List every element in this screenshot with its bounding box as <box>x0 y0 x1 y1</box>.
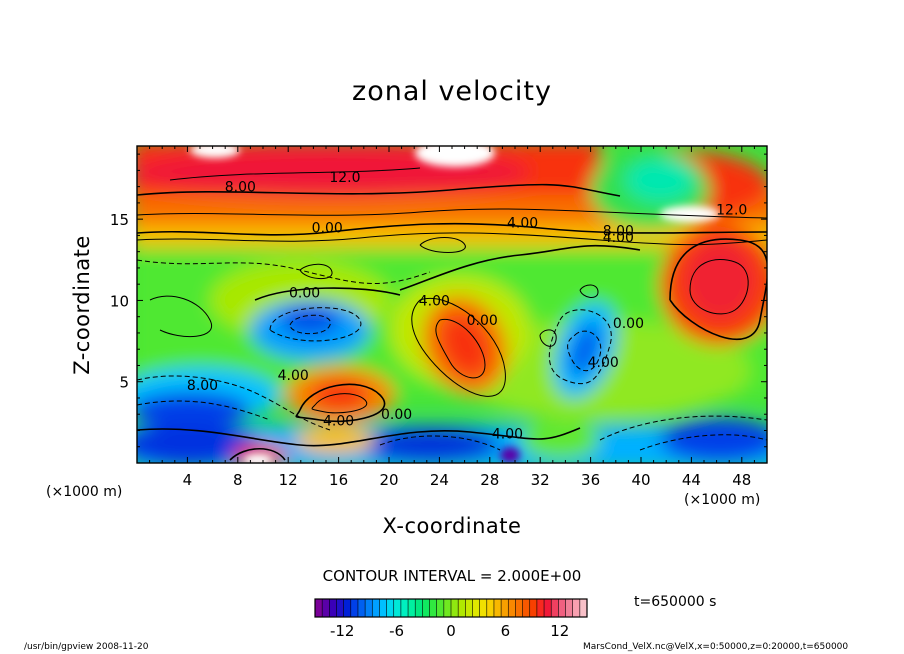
x-tick-label: 12 <box>279 471 298 489</box>
contour-label: 0.00 <box>381 407 412 423</box>
colorbar-swatch <box>365 599 373 617</box>
colorbar-tick-label: 0 <box>446 622 456 640</box>
colorbar-swatch <box>443 599 452 617</box>
colorbar-swatch <box>357 599 366 617</box>
contour-label: 8.00 <box>225 180 256 196</box>
x-tick-label: 4 <box>183 471 193 489</box>
colorbar-swatch <box>436 599 445 617</box>
colorbar-frame <box>314 598 588 618</box>
colorbar-swatch <box>501 599 509 617</box>
colorbar-swatch <box>486 599 495 617</box>
colorbar-swatch <box>393 599 402 617</box>
colorbar-swatch <box>415 599 423 617</box>
colorbar-swatch <box>422 599 430 617</box>
contour-label: 8.00 <box>603 224 634 240</box>
x-tick-label: 32 <box>531 471 550 489</box>
colorbar-swatch <box>551 599 559 617</box>
x-tick-label: 24 <box>430 471 449 489</box>
contour-label: 4.00 <box>278 368 309 384</box>
x-tick-label: 44 <box>682 471 701 489</box>
velocity-field <box>137 146 767 463</box>
colorbar-tick-label: -6 <box>389 622 404 640</box>
colorbar-tick-label: -12 <box>330 622 355 640</box>
x-unit-right: (×1000 m) <box>684 492 761 508</box>
y-tick-label: 10 <box>110 292 129 310</box>
x-ticks: 4 8 12 16 20 24 28 32 36 40 44 48 <box>149 146 755 489</box>
x-tick-label: 28 <box>480 471 499 489</box>
colorbar-swatch <box>315 599 323 617</box>
x-axis-label: X-coordinate <box>382 514 522 538</box>
contour-label: 12.0 <box>716 202 747 218</box>
x-unit-left: (×1000 m) <box>46 484 123 500</box>
contour-label: 12.0 <box>329 170 360 186</box>
colorbar-swatch <box>572 599 581 617</box>
y-tick-label: 15 <box>110 211 129 229</box>
contour-label: 4.00 <box>507 215 538 231</box>
colorbar: -12 -6 0 6 12 <box>314 598 588 640</box>
colorbar-swatch <box>558 599 566 617</box>
chart-title: zonal velocity <box>352 76 552 107</box>
colorbar-swatch <box>429 599 437 617</box>
footer-left: /usr/bin/gpview 2008-11-20 <box>24 642 149 652</box>
colorbar-swatch <box>529 599 538 617</box>
contour-interval: CONTOUR INTERVAL = 2.000E+00 <box>322 567 582 585</box>
colorbar-swatch <box>322 599 330 617</box>
colorbar-swatch <box>451 599 459 617</box>
colorbar-swatch <box>386 599 395 617</box>
colorbar-swatch <box>579 599 588 617</box>
contour-label: 4.00 <box>588 355 619 371</box>
colorbar-swatch <box>544 599 552 617</box>
contour-lines <box>137 167 767 461</box>
colorbar-swatch <box>336 599 344 617</box>
colorbar-swatch <box>565 599 573 617</box>
colorbar-swatch <box>515 599 523 617</box>
colorbar-swatch <box>472 599 480 617</box>
contour-label: 4.00 <box>323 414 354 430</box>
contour-label: 0.00 <box>467 313 498 329</box>
colorbar-swatch <box>522 599 531 617</box>
y-ticks: 5 10 15 <box>110 153 767 448</box>
colorbar-swatch <box>408 599 416 617</box>
contour-label: 4.00 <box>419 293 450 309</box>
x-tick-label: 16 <box>329 471 348 489</box>
contour-label: 4.00 <box>492 427 523 443</box>
colorbar-swatch <box>372 599 380 617</box>
time-label: t=650000 s <box>634 594 717 610</box>
x-tick-label: 40 <box>631 471 650 489</box>
colorbar-swatch <box>350 599 359 617</box>
x-tick-label: 36 <box>581 471 600 489</box>
contour-label: 8.00 <box>187 378 218 394</box>
x-tick-label: 8 <box>233 471 243 489</box>
colorbar-swatch <box>458 599 466 617</box>
contour-labels: 12.08.000.00 4.008.004.0012.00.004.000.00… <box>187 170 747 443</box>
colorbar-swatch <box>508 599 516 617</box>
colorbar-swatch <box>479 599 488 617</box>
colorbar-swatch <box>329 599 337 617</box>
colorbar-tick-label: 12 <box>550 622 569 640</box>
colorbar-swatch <box>493 599 502 617</box>
y-tick-label: 5 <box>119 374 129 392</box>
colorbar-swatch <box>343 599 352 617</box>
colorbar-swatch <box>465 599 473 617</box>
x-tick-label: 48 <box>732 471 751 489</box>
contour-label: 0.00 <box>613 316 644 332</box>
contour-label: 4.00 <box>603 230 634 246</box>
x-tick-label: 20 <box>379 471 398 489</box>
colorbar-tick-label: 6 <box>501 622 511 640</box>
contour-label: 0.00 <box>289 285 320 301</box>
footer-right: MarsCond_VelX.nc@VelX,x=0:50000,z=0:2000… <box>583 642 849 652</box>
colorbar-swatch <box>379 599 387 617</box>
contour-label: 0.00 <box>312 220 343 236</box>
colorbar-swatch <box>400 599 409 617</box>
colorbar-swatch <box>536 599 545 617</box>
